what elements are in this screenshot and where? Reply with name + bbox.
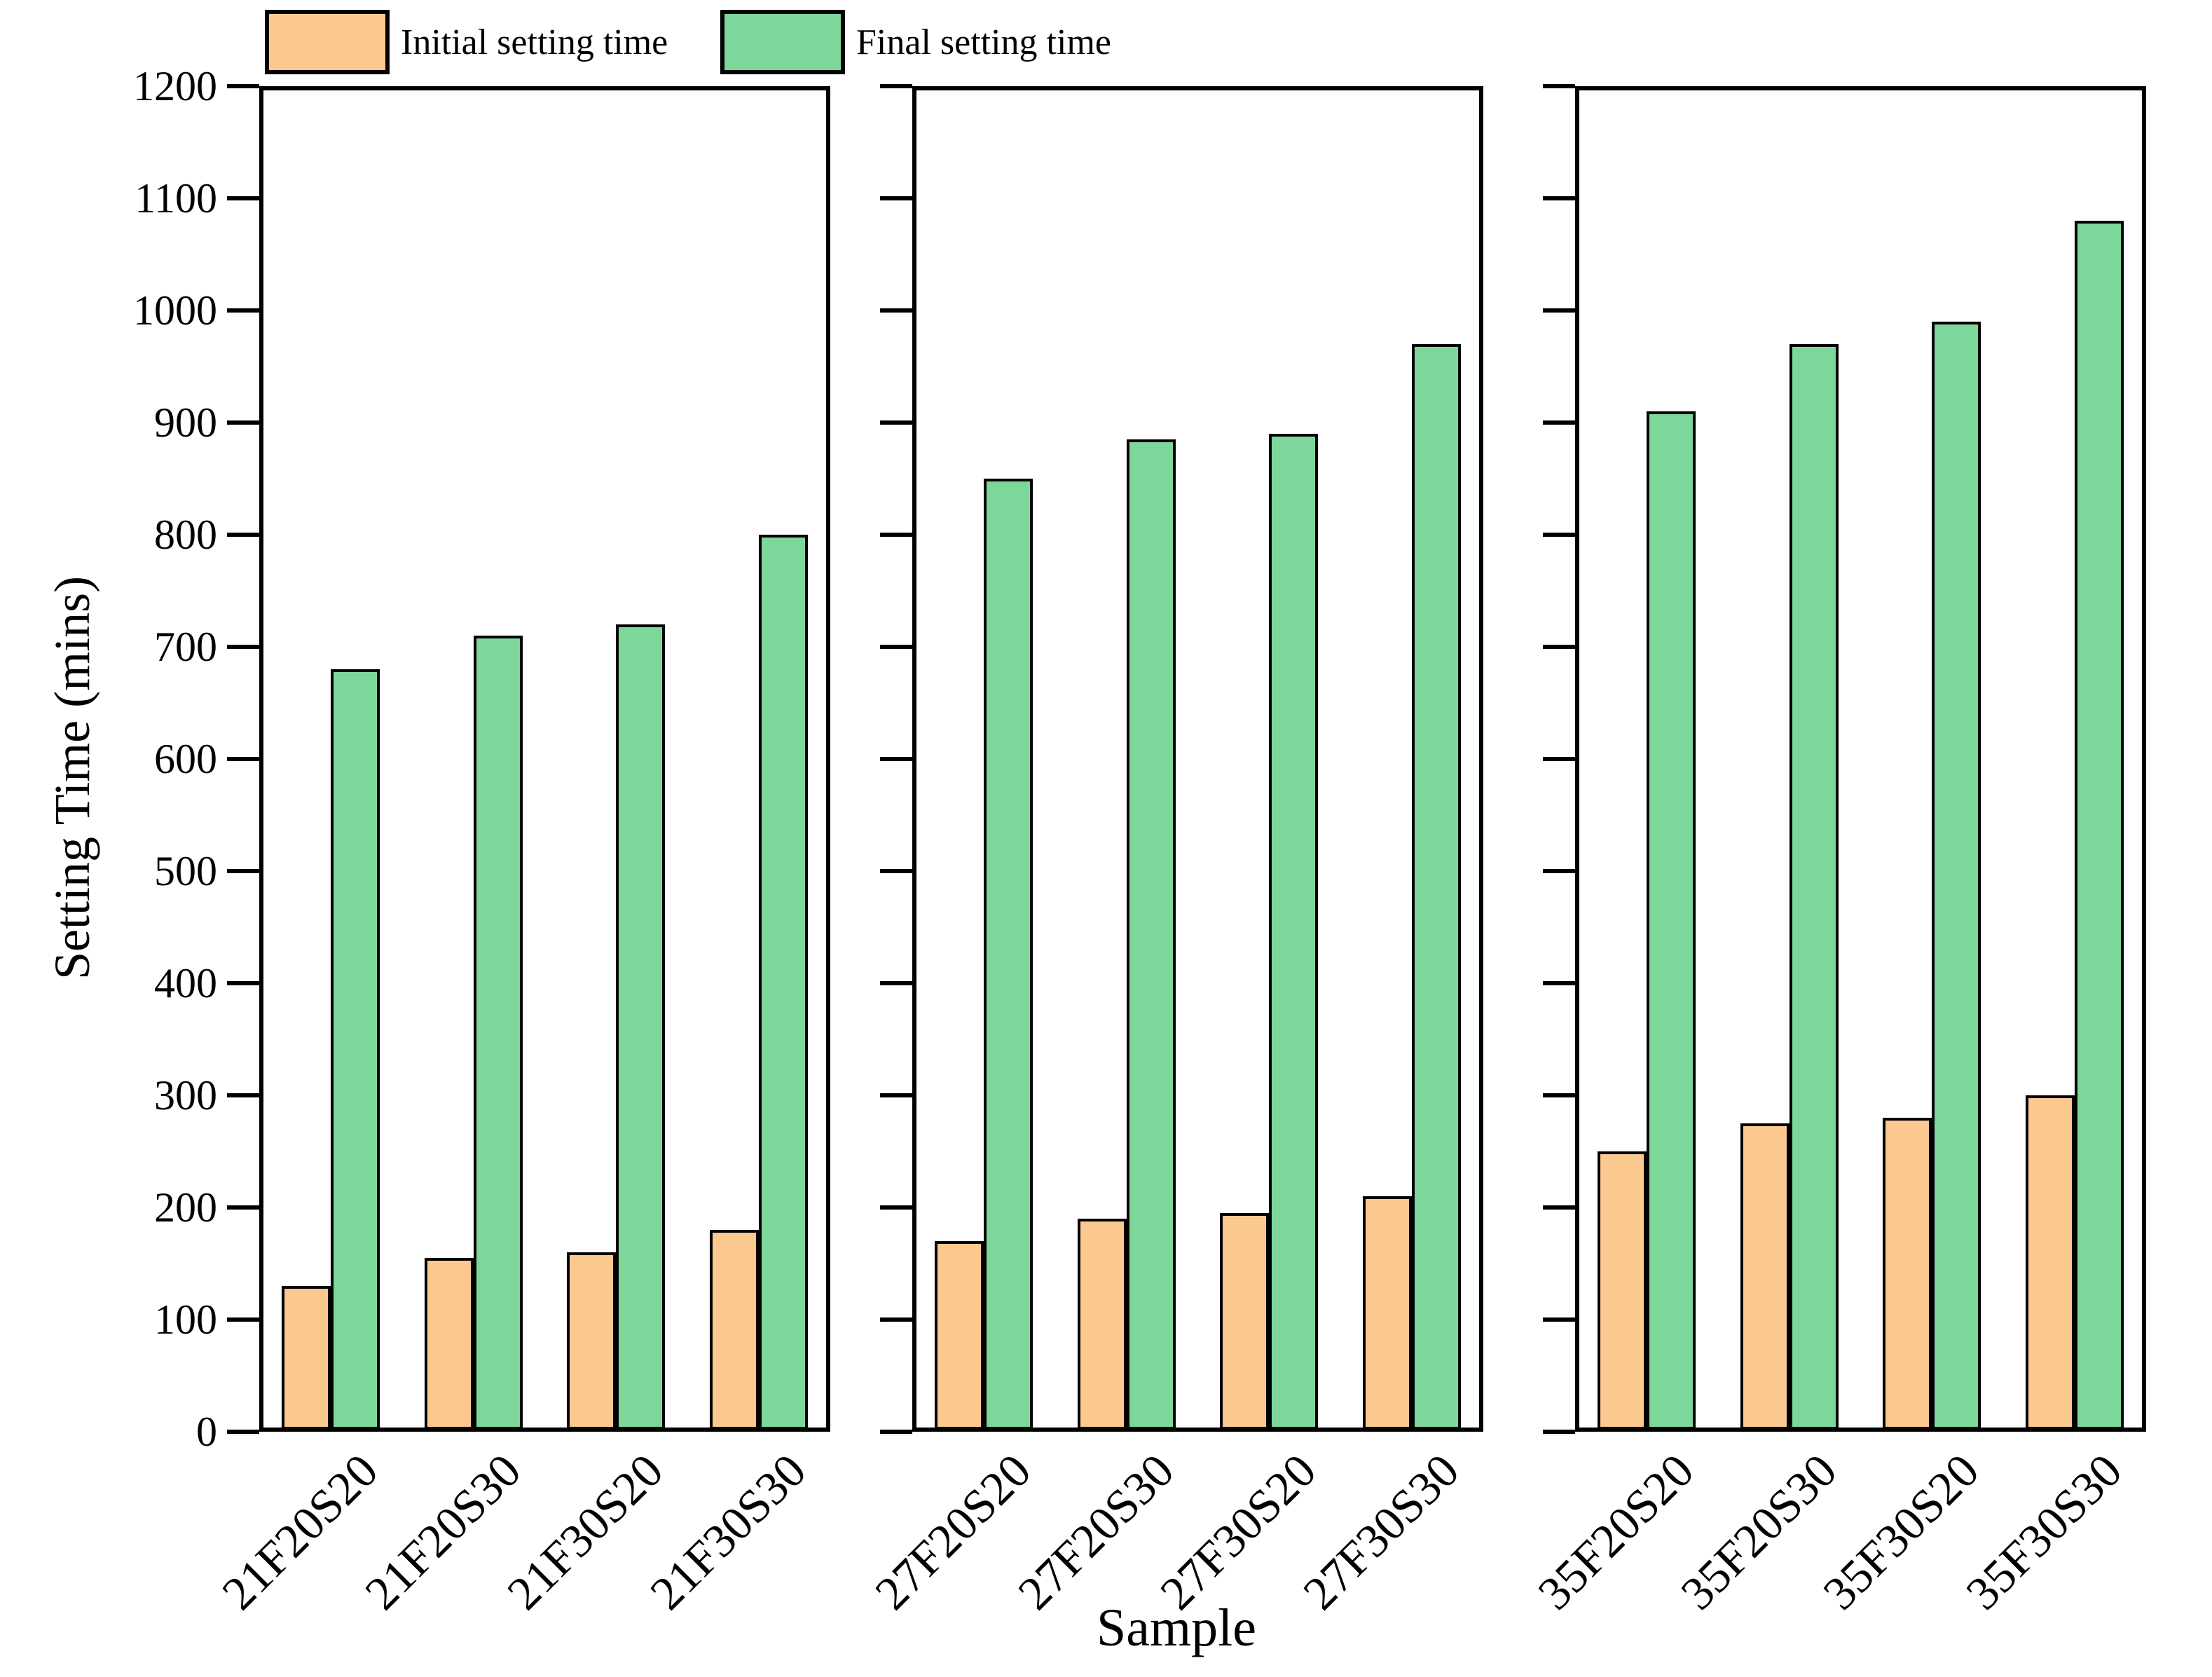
y-tick	[1543, 533, 1575, 537]
bar-final-setting-time	[1932, 322, 1981, 1430]
y-tick	[227, 645, 259, 649]
y-tick	[880, 84, 912, 88]
y-tick	[880, 1430, 912, 1434]
bar-initial-setting-time	[710, 1230, 760, 1430]
y-tick	[880, 308, 912, 313]
legend-swatch-final-icon	[720, 10, 845, 74]
legend-item-initial: Initial setting time	[265, 10, 668, 74]
y-tick-label: 300	[154, 1072, 217, 1118]
y-tick	[880, 1205, 912, 1210]
y-tick	[1543, 757, 1575, 761]
y-tick	[1543, 196, 1575, 200]
legend-swatch-initial-icon	[265, 10, 390, 74]
y-tick	[1543, 420, 1575, 425]
y-tick-label: 0	[196, 1409, 217, 1455]
y-tick-label: 1200	[133, 63, 217, 109]
bar-final-setting-time	[1269, 434, 1319, 1430]
y-tick	[227, 1205, 259, 1210]
y-tick-label: 1000	[133, 287, 217, 334]
y-tick	[227, 1093, 259, 1097]
y-tick	[880, 420, 912, 425]
bar-initial-setting-time	[934, 1241, 984, 1430]
y-tick	[880, 196, 912, 200]
y-tick	[227, 1317, 259, 1322]
y-tick	[227, 1430, 259, 1434]
y-tick	[227, 196, 259, 200]
bar-initial-setting-time	[1597, 1151, 1647, 1430]
bar-initial-setting-time	[1740, 1123, 1789, 1430]
y-tick	[227, 308, 259, 313]
y-tick	[1543, 1317, 1575, 1322]
y-tick	[880, 869, 912, 873]
legend-label-final: Final setting time	[856, 22, 1111, 62]
y-tick	[880, 645, 912, 649]
y-tick	[1543, 1093, 1575, 1097]
y-tick-label: 200	[154, 1184, 217, 1231]
bar-final-setting-time	[616, 624, 666, 1430]
bar-final-setting-time	[330, 669, 380, 1430]
y-tick-label: 900	[154, 399, 217, 446]
y-tick	[880, 533, 912, 537]
bar-initial-setting-time	[1363, 1196, 1413, 1430]
bar-final-setting-time	[1646, 411, 1696, 1430]
y-tick	[1543, 981, 1575, 985]
y-tick	[1543, 1430, 1575, 1434]
bar-final-setting-time	[983, 479, 1033, 1430]
y-tick-label: 500	[154, 848, 217, 894]
y-tick-label: 1100	[135, 175, 217, 221]
bar-final-setting-time	[759, 535, 809, 1430]
y-tick	[1543, 645, 1575, 649]
y-tick	[1543, 1205, 1575, 1210]
y-tick-label: 700	[154, 624, 217, 670]
y-tick	[227, 533, 259, 537]
bar-final-setting-time	[473, 636, 523, 1430]
legend-item-final: Final setting time	[720, 10, 1111, 74]
y-tick	[227, 757, 259, 761]
bar-final-setting-time	[1412, 344, 1462, 1430]
bar-initial-setting-time	[1883, 1118, 1932, 1430]
y-tick-label: 800	[154, 512, 217, 558]
bar-initial-setting-time	[281, 1286, 331, 1430]
y-tick	[880, 757, 912, 761]
y-tick	[1543, 84, 1575, 88]
legend-label-initial: Initial setting time	[401, 22, 668, 62]
y-tick	[880, 981, 912, 985]
x-axis-title: Sample	[1097, 1599, 1256, 1657]
bar-final-setting-time	[1126, 439, 1176, 1430]
bar-initial-setting-time	[1077, 1219, 1127, 1430]
y-tick-label: 100	[154, 1296, 217, 1343]
bar-initial-setting-time	[424, 1258, 474, 1430]
y-tick	[880, 1093, 912, 1097]
y-tick	[227, 420, 259, 425]
bar-final-setting-time	[2075, 221, 2124, 1430]
y-tick-label: 600	[154, 736, 217, 782]
y-tick	[227, 981, 259, 985]
bar-initial-setting-time	[1220, 1213, 1270, 1430]
y-tick	[227, 84, 259, 88]
bar-final-setting-time	[1789, 344, 1839, 1430]
y-tick	[880, 1317, 912, 1322]
y-tick-label: 400	[154, 960, 217, 1006]
y-tick	[1543, 308, 1575, 313]
bar-initial-setting-time	[2026, 1095, 2075, 1430]
y-tick	[227, 869, 259, 873]
y-tick	[1543, 869, 1575, 873]
bar-initial-setting-time	[567, 1252, 617, 1430]
